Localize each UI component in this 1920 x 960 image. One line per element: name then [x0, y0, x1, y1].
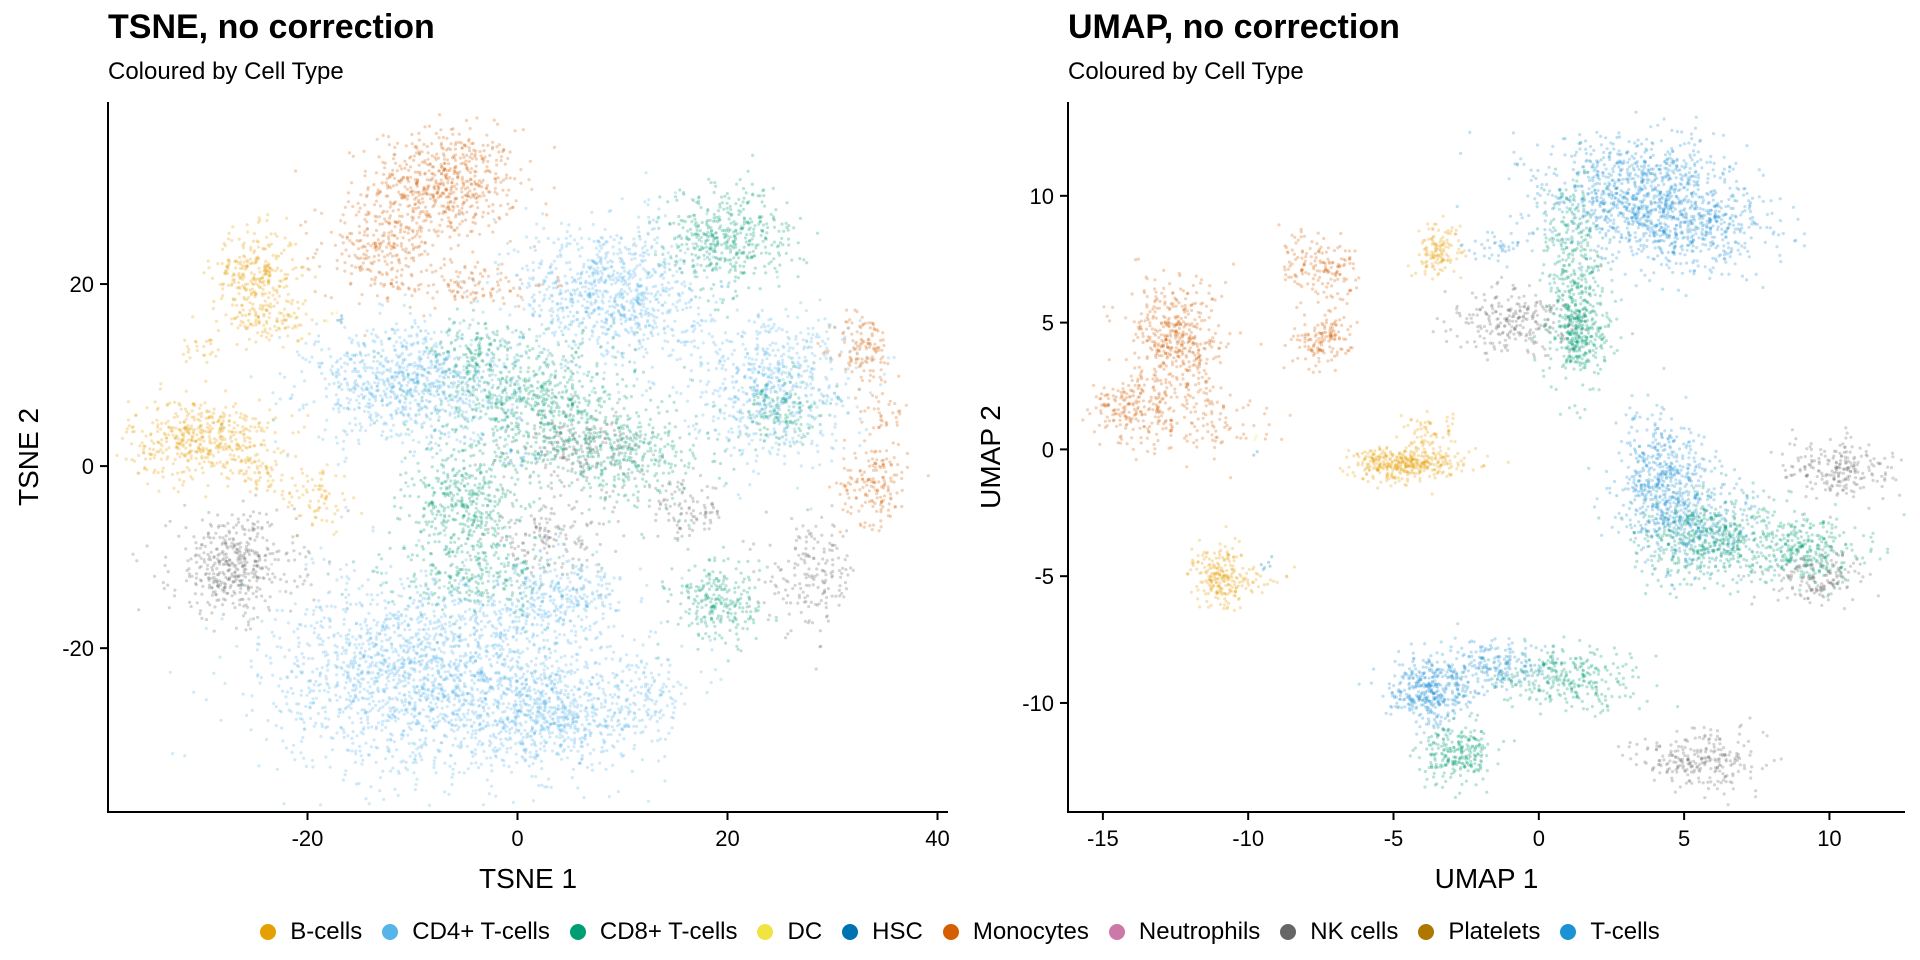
data-point: [462, 200, 466, 204]
data-point: [453, 228, 457, 232]
data-point: [439, 181, 443, 186]
data-point: [450, 185, 454, 189]
data-point: [428, 193, 432, 197]
data-point: [410, 215, 414, 219]
data-point: [415, 181, 419, 185]
data-point: [420, 192, 424, 196]
data-point: [427, 169, 431, 173]
tsne-subtitle: Coloured by Cell Type: [108, 58, 344, 85]
data-point: [389, 202, 393, 206]
data-point: [434, 157, 438, 162]
data-point: [435, 191, 439, 195]
data-point: [490, 147, 494, 151]
data-point: [473, 174, 477, 178]
data-point: [491, 140, 495, 144]
data-point: [414, 207, 418, 211]
data-point: [391, 168, 395, 172]
data-point: [481, 178, 485, 182]
data-point: [417, 163, 421, 167]
data-point: [487, 169, 491, 173]
data-point: [397, 179, 402, 183]
data-point: [461, 202, 465, 207]
umap-subtitle: Coloured by Cell Type: [1068, 58, 1304, 85]
data-point: [440, 146, 444, 150]
data-point: [374, 171, 378, 175]
data-point: [450, 226, 454, 230]
data-point: [455, 226, 459, 230]
data-point: [393, 145, 397, 149]
data-point: [461, 181, 465, 185]
data-point: [451, 204, 455, 208]
data-point: [452, 169, 456, 173]
data-point: [395, 169, 399, 173]
data-point: [497, 143, 501, 147]
tsne-title: TSNE, no correction: [108, 8, 435, 46]
data-point: [453, 197, 457, 201]
data-point: [456, 172, 460, 176]
data-point: [476, 194, 480, 198]
data-point: [422, 142, 426, 147]
data-point: [372, 183, 376, 187]
data-point: [431, 195, 435, 200]
data-point: [388, 205, 392, 209]
data-point: [454, 213, 458, 217]
data-point: [395, 183, 399, 187]
data-point: [435, 190, 439, 195]
data-point: [440, 218, 444, 222]
data-point: [423, 171, 427, 175]
data-point: [457, 209, 461, 213]
data-point: [413, 145, 417, 149]
data-point: [483, 155, 487, 159]
data-point: [401, 175, 405, 179]
data-point: [437, 186, 441, 191]
data-point: [393, 152, 397, 156]
data-point: [420, 160, 424, 164]
data-point: [437, 136, 441, 140]
data-point: [450, 181, 454, 185]
data-point: [410, 189, 415, 193]
data-point: [417, 215, 421, 219]
data-point: [468, 149, 472, 153]
point-layer: [115, 113, 930, 807]
cluster-points: [294, 113, 557, 300]
data-point: [449, 199, 453, 203]
data-point: [430, 154, 434, 158]
data-point: [544, 202, 548, 206]
data-point: [452, 228, 456, 232]
data-point: [442, 157, 446, 161]
data-point: [465, 153, 469, 157]
data-point: [416, 200, 420, 204]
umap-title: UMAP, no correction: [1068, 8, 1400, 46]
data-point: [419, 209, 423, 214]
data-point: [464, 159, 468, 163]
data-point: [445, 172, 449, 176]
